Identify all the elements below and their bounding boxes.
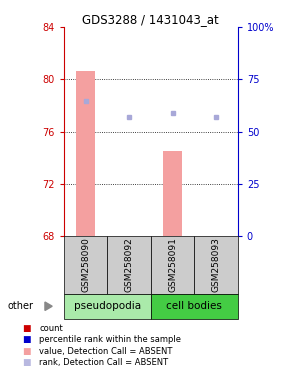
Text: percentile rank within the sample: percentile rank within the sample: [39, 335, 181, 344]
Bar: [76, 71, 95, 236]
Text: count: count: [39, 324, 63, 333]
Text: ■: ■: [22, 358, 30, 367]
Title: GDS3288 / 1431043_at: GDS3288 / 1431043_at: [82, 13, 219, 26]
Text: pseudopodia: pseudopodia: [74, 301, 141, 311]
Bar: [151, 236, 194, 294]
Text: value, Detection Call = ABSENT: value, Detection Call = ABSENT: [39, 347, 173, 356]
Text: other: other: [7, 301, 33, 311]
Text: ■: ■: [22, 347, 30, 356]
Text: GSM258091: GSM258091: [168, 238, 177, 292]
Text: GSM258093: GSM258093: [211, 238, 221, 292]
Text: cell bodies: cell bodies: [166, 301, 222, 311]
Text: GSM258092: GSM258092: [124, 238, 134, 292]
Bar: [151, 294, 238, 319]
Bar: [64, 236, 107, 294]
Bar: [194, 236, 238, 294]
Bar: [107, 236, 151, 294]
Text: rank, Detection Call = ABSENT: rank, Detection Call = ABSENT: [39, 358, 168, 367]
Text: ■: ■: [22, 324, 30, 333]
Bar: [64, 294, 151, 319]
Polygon shape: [45, 302, 52, 310]
Text: GSM258090: GSM258090: [81, 238, 90, 292]
Bar: [163, 151, 182, 236]
Text: ■: ■: [22, 335, 30, 344]
